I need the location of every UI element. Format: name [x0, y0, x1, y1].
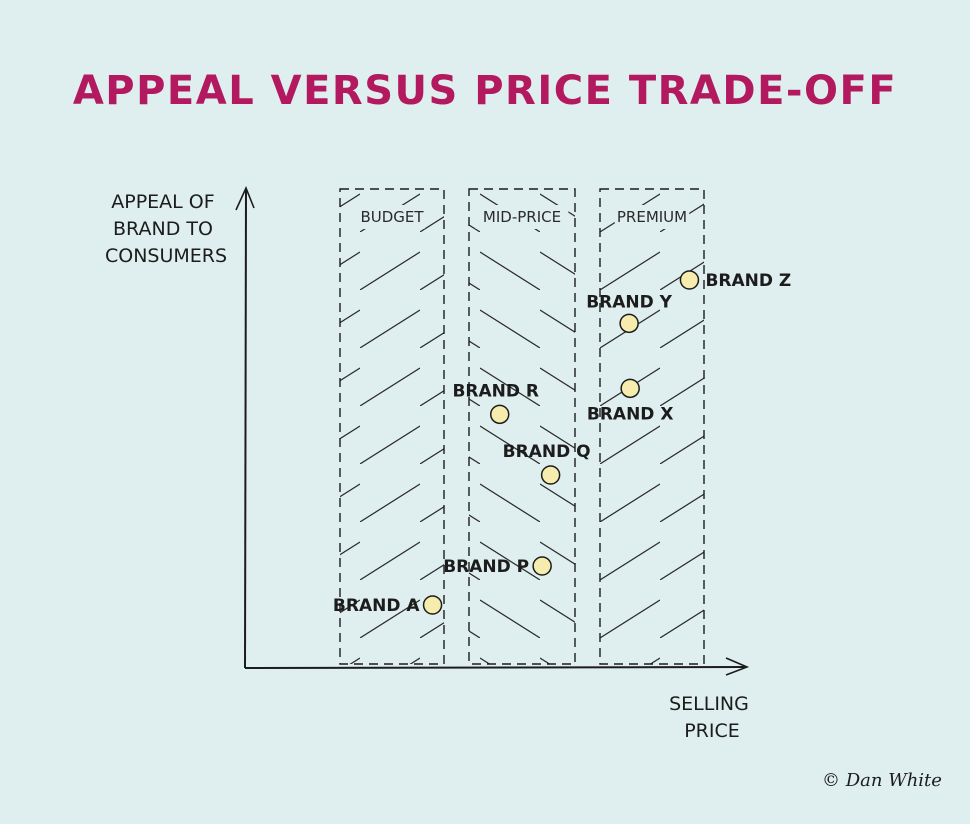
point-label-brand-p: BRAND P — [443, 557, 529, 577]
point-marker-brand-a — [422, 595, 443, 615]
x-axis-label: SELLING PRICE — [669, 693, 755, 742]
y-axis-label-line-2: BRAND TO — [113, 218, 213, 240]
point-brand-x: BRAND X — [587, 378, 674, 424]
y-axis-label-line-3: CONSUMERS — [105, 245, 227, 267]
band-budget: BUDGET — [339, 188, 445, 665]
y-axis-arrow — [235, 185, 255, 211]
point-label-brand-x: BRAND X — [587, 404, 674, 424]
point-brand-y: BRAND Y — [586, 292, 673, 334]
x-axis-label-line-2: PRICE — [684, 720, 740, 742]
point-label-brand-y: BRAND Y — [586, 292, 672, 312]
point-label-brand-q: BRAND Q — [503, 442, 591, 462]
band-label-budget: BUDGET — [360, 208, 424, 226]
band-frame-budget — [339, 188, 445, 665]
y-axis-label-line-1: APPEAL OF — [111, 191, 214, 213]
band-frame-mid-price — [468, 188, 576, 665]
band-frame-premium — [599, 188, 705, 665]
band-label-premium: PREMIUM — [617, 208, 687, 226]
point-marker-brand-r — [489, 404, 510, 425]
credit-text: © Dan White — [822, 770, 942, 791]
band-label-mid-price: MID-PRICE — [483, 208, 561, 226]
band-label-background-premium — [614, 205, 690, 229]
point-brand-p: BRAND P — [443, 556, 552, 577]
point-marker-brand-x — [620, 378, 640, 399]
point-brand-a: BRAND A — [333, 595, 443, 616]
point-marker-brand-p — [532, 556, 552, 576]
point-marker-brand-z — [679, 270, 700, 290]
x-axis-arrow — [725, 657, 750, 676]
point-marker-brand-q — [540, 465, 561, 485]
band-premium: PREMIUM — [599, 188, 705, 665]
data-points: BRAND A BRAND P BRAND Q BRAND R BRAND X BRAND… — [333, 270, 791, 616]
point-label-brand-a: BRAND A — [333, 596, 420, 616]
axes — [235, 185, 750, 676]
band-hatching-premium — [600, 189, 704, 664]
band-label-background-mid-price — [475, 205, 569, 229]
y-axis — [244, 189, 247, 669]
point-brand-q: BRAND Q — [503, 442, 591, 485]
point-brand-z: BRAND Z — [679, 270, 791, 291]
x-axis — [244, 666, 746, 669]
x-axis-label-line-1: SELLING — [669, 693, 749, 715]
point-brand-r: BRAND R — [452, 381, 539, 425]
chart-title: APPEAL VERSUS PRICE TRADE-OFF — [73, 68, 897, 114]
price-bands: BUDGET MID-PRICE PREMIUM — [339, 188, 705, 665]
band-hatching-mid-price — [469, 189, 575, 664]
band-hatching-budget — [340, 189, 444, 664]
band-label-background-budget — [359, 205, 425, 229]
point-marker-brand-y — [619, 313, 639, 334]
point-label-brand-r: BRAND R — [452, 381, 539, 401]
band-mid-price: MID-PRICE — [468, 188, 576, 665]
point-label-brand-z: BRAND Z — [705, 271, 791, 291]
y-axis-label: APPEAL OF BRAND TO CONSUMERS — [105, 191, 227, 267]
